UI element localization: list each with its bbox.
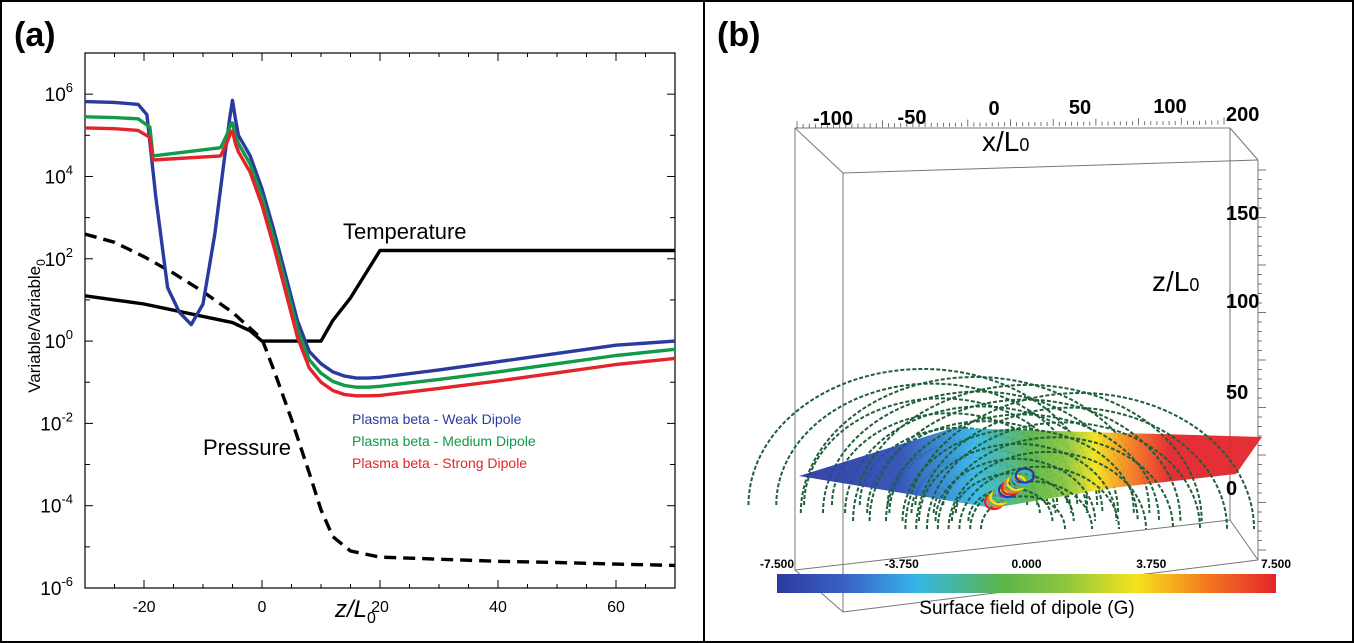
annotation-temperature: Temperature — [343, 219, 467, 244]
x-tick-label-b: 100 — [1153, 96, 1186, 118]
field-line — [980, 495, 1066, 530]
series-line-2 — [85, 98, 675, 380]
field-line — [915, 406, 1228, 530]
coil-ring — [1009, 472, 1030, 489]
panel-a-label: (a) — [14, 16, 56, 54]
legend-item-strong: Plasma beta - Strong Dipole — [352, 455, 527, 471]
x-tick-label-b: -100 — [813, 108, 853, 130]
panel-a-frame — [0, 0, 705, 643]
field-line — [958, 465, 1120, 530]
x-axis-label-a: z/L0 — [334, 596, 376, 627]
colorbar — [777, 574, 1276, 593]
y-tick-label: 102 — [45, 245, 73, 271]
coil-ring — [1014, 467, 1035, 484]
x-tick-label: 40 — [489, 599, 507, 616]
x-tick-label-b: 0 — [988, 98, 999, 120]
z-axis-label-b: z/L0 — [1152, 266, 1199, 297]
colorbar-tick-label: 7.500 — [1261, 557, 1291, 571]
field-line — [775, 382, 1089, 506]
z-tick-label-b: 150 — [1226, 203, 1259, 225]
y-tick-label: 100 — [45, 327, 73, 353]
x-tick-label-b: -50 — [898, 107, 927, 129]
x-tick-label: 0 — [258, 599, 267, 616]
field-line — [950, 472, 1075, 522]
colorbar-tick-label: -7.500 — [760, 557, 794, 571]
colorbar-tick-label: -3.750 — [885, 557, 919, 571]
y-tick-label: 104 — [45, 162, 73, 188]
annotation-pressure: Pressure — [203, 435, 291, 460]
field-line — [852, 383, 1203, 522]
legend-item-weak: Plasma beta - Weak Dipole — [352, 411, 522, 427]
legend-item-medium: Plasma beta - Medium Dipole — [352, 433, 536, 449]
series-line-4 — [85, 126, 675, 398]
x-tick-label-b: 50 — [1069, 97, 1091, 119]
chart-a: -20 0 20 40 60 10-6 10-4 10-2 100 102 104 106 Tempe… — [25, 52, 676, 627]
panel-b-label: (b) — [717, 16, 760, 54]
field-line — [926, 421, 1201, 530]
y-tick-label: 106 — [45, 80, 73, 106]
field-line — [901, 428, 1139, 522]
colorbar-label: Surface field of dipole (G) — [919, 598, 1134, 619]
field-line — [885, 413, 1160, 522]
colorbar-tick-label: 3.750 — [1136, 557, 1166, 571]
chart-b: -100 -50 0 50 100 200 x/L0 150 100 50 0 z/L0 -7… — [747, 96, 1291, 619]
field-line — [967, 487, 1054, 522]
colorbar-tick-label: 0.000 — [1011, 557, 1041, 571]
z-tick-label-b: 0 — [1226, 478, 1237, 500]
x-axis-label-b: x/L0 — [982, 126, 1029, 157]
bounding-box — [794, 127, 1259, 613]
x-tick-label: 20 — [371, 599, 389, 616]
field-line — [822, 390, 1135, 514]
x-tick-label: -20 — [132, 599, 155, 616]
dipole-coil — [983, 467, 1035, 511]
field-line — [934, 457, 1097, 522]
y-tick-label: 10-4 — [40, 492, 73, 518]
field-line — [936, 436, 1174, 530]
panel-b-frame — [703, 0, 1354, 643]
coil-ring — [1011, 469, 1033, 487]
field-line — [904, 391, 1255, 530]
svg-text:Variable/Variable0: Variable/Variable0 — [25, 259, 48, 393]
y-axis-label-a: Variable/Variable0 — [25, 259, 48, 393]
x-tick-200: 200 — [1226, 104, 1259, 126]
field-line — [918, 442, 1118, 522]
series-line-1 — [85, 232, 675, 568]
z-tick-label-b: 100 — [1226, 291, 1259, 313]
x-tick-label: 60 — [607, 599, 625, 616]
y-tick-label: 10-2 — [40, 409, 73, 435]
plot-area-a — [84, 52, 676, 589]
series-line-3 — [85, 115, 675, 389]
legend-a: Plasma beta - Weak Dipole Plasma beta - … — [352, 411, 536, 471]
z-tick-label-b: 50 — [1226, 382, 1248, 404]
field-line — [947, 450, 1147, 530]
y-tick-label: 10-6 — [40, 574, 73, 600]
series-line-0 — [85, 248, 675, 343]
